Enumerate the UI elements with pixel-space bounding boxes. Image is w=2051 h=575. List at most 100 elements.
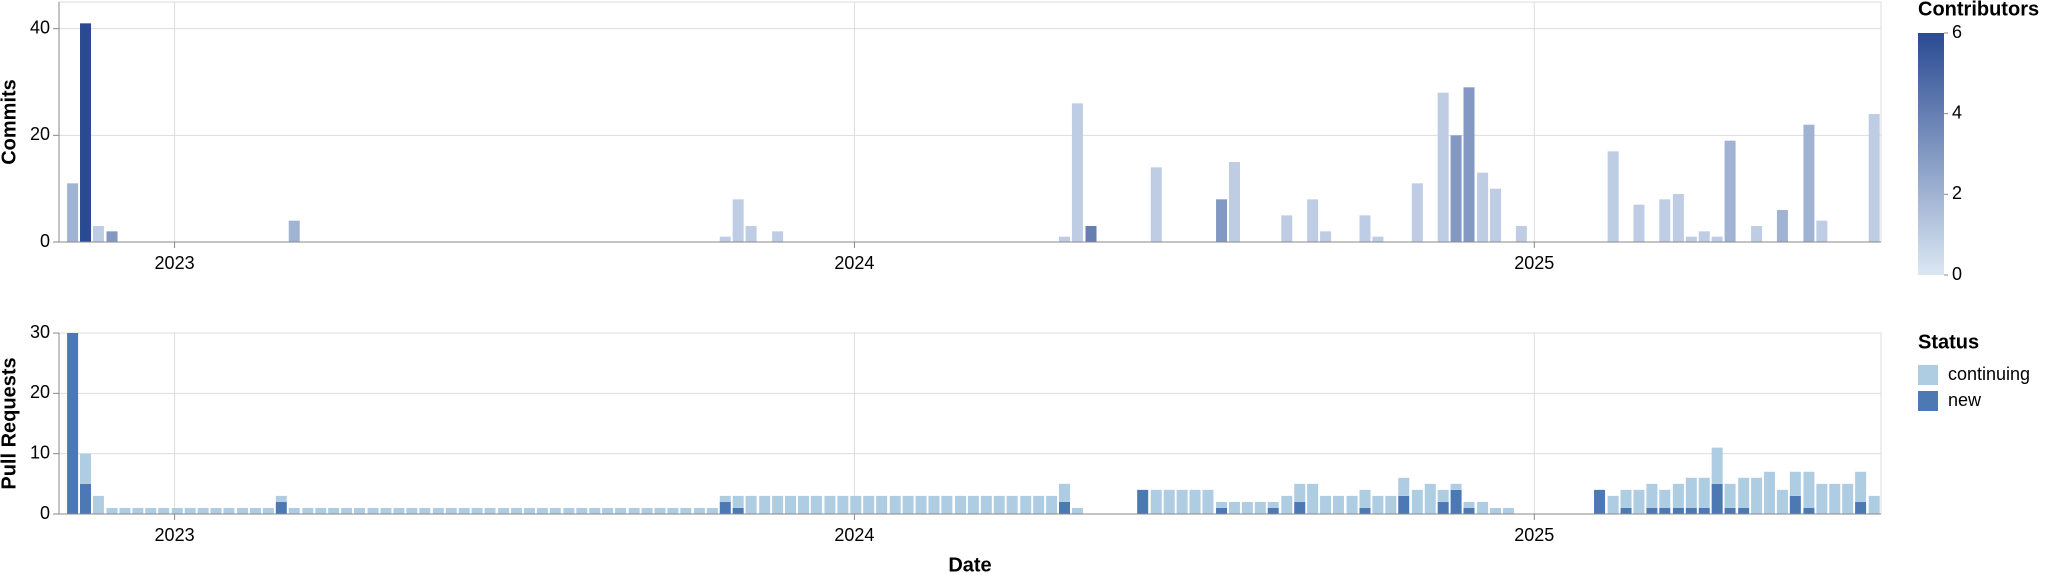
bar-segment <box>667 507 679 514</box>
bar-segment <box>1058 483 1070 502</box>
bar-segment <box>1738 507 1750 514</box>
bar-segment <box>92 495 104 514</box>
bar-segment <box>302 507 314 514</box>
bar-segment <box>80 483 92 514</box>
legend-label: continuing <box>1948 364 2030 384</box>
bar-segment <box>850 495 862 514</box>
bar-segment <box>1607 495 1619 514</box>
bar-segment <box>576 507 588 514</box>
bar-segment <box>785 495 797 514</box>
bar-segment <box>693 507 705 514</box>
bar-segment <box>132 507 144 514</box>
y-tick-label: 10 <box>30 442 50 462</box>
bar-segment <box>1764 471 1776 514</box>
bar <box>1228 162 1240 242</box>
bar-segment <box>1698 507 1710 514</box>
bar <box>1724 140 1736 242</box>
bar-segment <box>237 507 249 514</box>
bar-segment <box>523 507 535 514</box>
bar <box>1868 114 1880 242</box>
bar-segment <box>1320 495 1332 514</box>
bar-segment <box>1398 495 1410 514</box>
bar-segment <box>915 495 927 514</box>
bar <box>67 183 79 242</box>
y-tick-label: 20 <box>30 124 50 144</box>
bar-segment <box>680 507 692 514</box>
bar-segment <box>1620 507 1632 514</box>
bar-segment <box>1646 507 1658 514</box>
bar-segment <box>1789 495 1801 514</box>
bar-segment <box>1803 507 1815 514</box>
bar-segment <box>1216 501 1228 508</box>
bar-segment <box>954 495 966 514</box>
bar-segment <box>1751 477 1763 514</box>
bar-segment <box>1346 495 1358 514</box>
bar-segment <box>1868 495 1880 514</box>
legend-tick-label: 2 <box>1952 183 1962 203</box>
bar-segment <box>1450 483 1462 490</box>
bar-segment <box>797 495 809 514</box>
legend-label: new <box>1948 390 1982 410</box>
y-tick-label: 0 <box>40 231 50 251</box>
bar-segment <box>419 507 431 514</box>
bar-segment <box>745 495 757 514</box>
bar-segment <box>772 495 784 514</box>
bar-segment <box>275 495 287 502</box>
bar-segment <box>1437 489 1449 502</box>
bar-segment <box>367 507 379 514</box>
bar-segment <box>1620 489 1632 508</box>
bar <box>1633 204 1645 242</box>
bar-segment <box>1659 507 1671 514</box>
bar-segment <box>1216 507 1228 514</box>
bar-segment <box>889 495 901 514</box>
bar <box>1411 183 1423 242</box>
bar <box>1085 226 1097 242</box>
bar-segment <box>445 507 457 514</box>
bar <box>745 226 757 242</box>
bar-segment <box>145 507 157 514</box>
bar-segment <box>1842 483 1854 514</box>
bar-segment <box>1398 477 1410 496</box>
bar-segment <box>1372 495 1384 514</box>
legend-swatch <box>1918 391 1938 411</box>
bar-segment <box>941 495 953 514</box>
bar-segment <box>1294 483 1306 502</box>
bar-segment <box>1058 501 1070 514</box>
bar-segment <box>1006 495 1018 514</box>
bar-segment <box>1437 501 1449 514</box>
bar-segment <box>210 507 222 514</box>
bar <box>1320 231 1332 242</box>
bar-segment <box>1228 501 1240 514</box>
bar-segment <box>1267 507 1279 514</box>
bar <box>1685 236 1697 242</box>
bar-segment <box>824 495 836 514</box>
plot-frame <box>58 332 1882 515</box>
bar-segment <box>1855 501 1867 514</box>
bar-segment <box>1738 477 1750 508</box>
bar-segment <box>1359 507 1371 514</box>
bar-segment <box>1594 489 1606 514</box>
bar-segment <box>1633 489 1645 514</box>
bar-segment <box>1803 471 1815 508</box>
bar-segment <box>615 507 627 514</box>
legend-swatch <box>1918 365 1938 385</box>
bar-segment <box>249 507 261 514</box>
bar-segment <box>1411 489 1423 514</box>
bar-segment <box>1672 507 1684 514</box>
bar <box>1216 199 1228 242</box>
bar-segment <box>158 507 170 514</box>
bar <box>1816 220 1828 242</box>
bar-segment <box>1163 489 1175 514</box>
bar-segment <box>262 507 274 514</box>
bar-segment <box>484 507 496 514</box>
bar-segment <box>876 495 888 514</box>
bar-segment <box>498 507 510 514</box>
bar-segment <box>1424 483 1436 514</box>
bar <box>1463 87 1475 242</box>
bar <box>106 231 118 242</box>
bar-segment <box>288 507 300 514</box>
bar-segment <box>536 507 548 514</box>
bar-segment <box>67 333 79 514</box>
bar <box>1359 215 1371 242</box>
